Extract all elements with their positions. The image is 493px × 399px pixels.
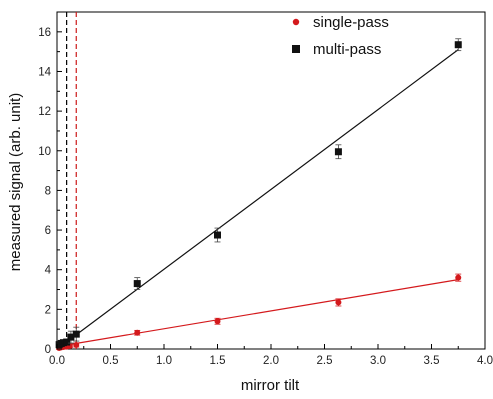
x-tick-label: 3.5	[424, 355, 440, 367]
y-tick-label: 6	[45, 225, 51, 237]
data-point	[335, 299, 342, 306]
legend: single-pass multi-pass	[292, 14, 389, 58]
data-point	[134, 329, 141, 336]
x-tick-label: 2.5	[317, 355, 333, 367]
y-tick-label: 12	[38, 106, 51, 118]
y-axis: 0 2 4 6 8 10 12 14 16	[38, 11, 62, 356]
data-point	[214, 318, 221, 325]
data-point	[454, 41, 462, 49]
data-point	[455, 274, 462, 281]
y-tick-label: 8	[45, 185, 51, 197]
data-point	[73, 342, 80, 349]
y-tick-label: 0	[45, 344, 51, 356]
data-point	[334, 148, 342, 156]
x-tick-label: 0.0	[49, 355, 65, 367]
y-axis-title: measured signal (arb. unit)	[7, 93, 24, 271]
legend-marker	[292, 45, 300, 53]
x-tick-label: 4.0	[477, 355, 493, 367]
plot-area	[55, 11, 486, 352]
x-tick-label: 1.5	[210, 355, 226, 367]
legend-label: single-pass	[313, 14, 389, 31]
y-tick-label: 16	[38, 27, 51, 39]
data-point	[72, 330, 80, 338]
data-point	[133, 280, 141, 288]
x-axis: 0.0 0.5 1.0 1.5 2.0 2.5 3.0 3.5 4.0	[49, 344, 493, 367]
x-tick-label: 3.0	[370, 355, 386, 367]
data-point	[214, 231, 221, 239]
plot-frame	[56, 11, 486, 350]
y-tick-label: 4	[45, 265, 52, 277]
fit-line	[56, 279, 459, 348]
x-tick-label: 2.0	[263, 355, 279, 367]
x-tick-label: 0.5	[103, 355, 119, 367]
legend-marker	[292, 18, 300, 26]
data-point	[67, 333, 75, 341]
x-tick-label: 1.0	[156, 355, 172, 367]
legend-label: multi-pass	[313, 41, 381, 58]
y-tick-label: 10	[38, 146, 51, 158]
fit-line	[75, 49, 459, 336]
y-tick-label: 2	[45, 304, 51, 316]
data-point	[63, 338, 71, 346]
x-axis-title: mirror tilt	[241, 377, 300, 394]
y-tick-label: 14	[38, 66, 51, 78]
